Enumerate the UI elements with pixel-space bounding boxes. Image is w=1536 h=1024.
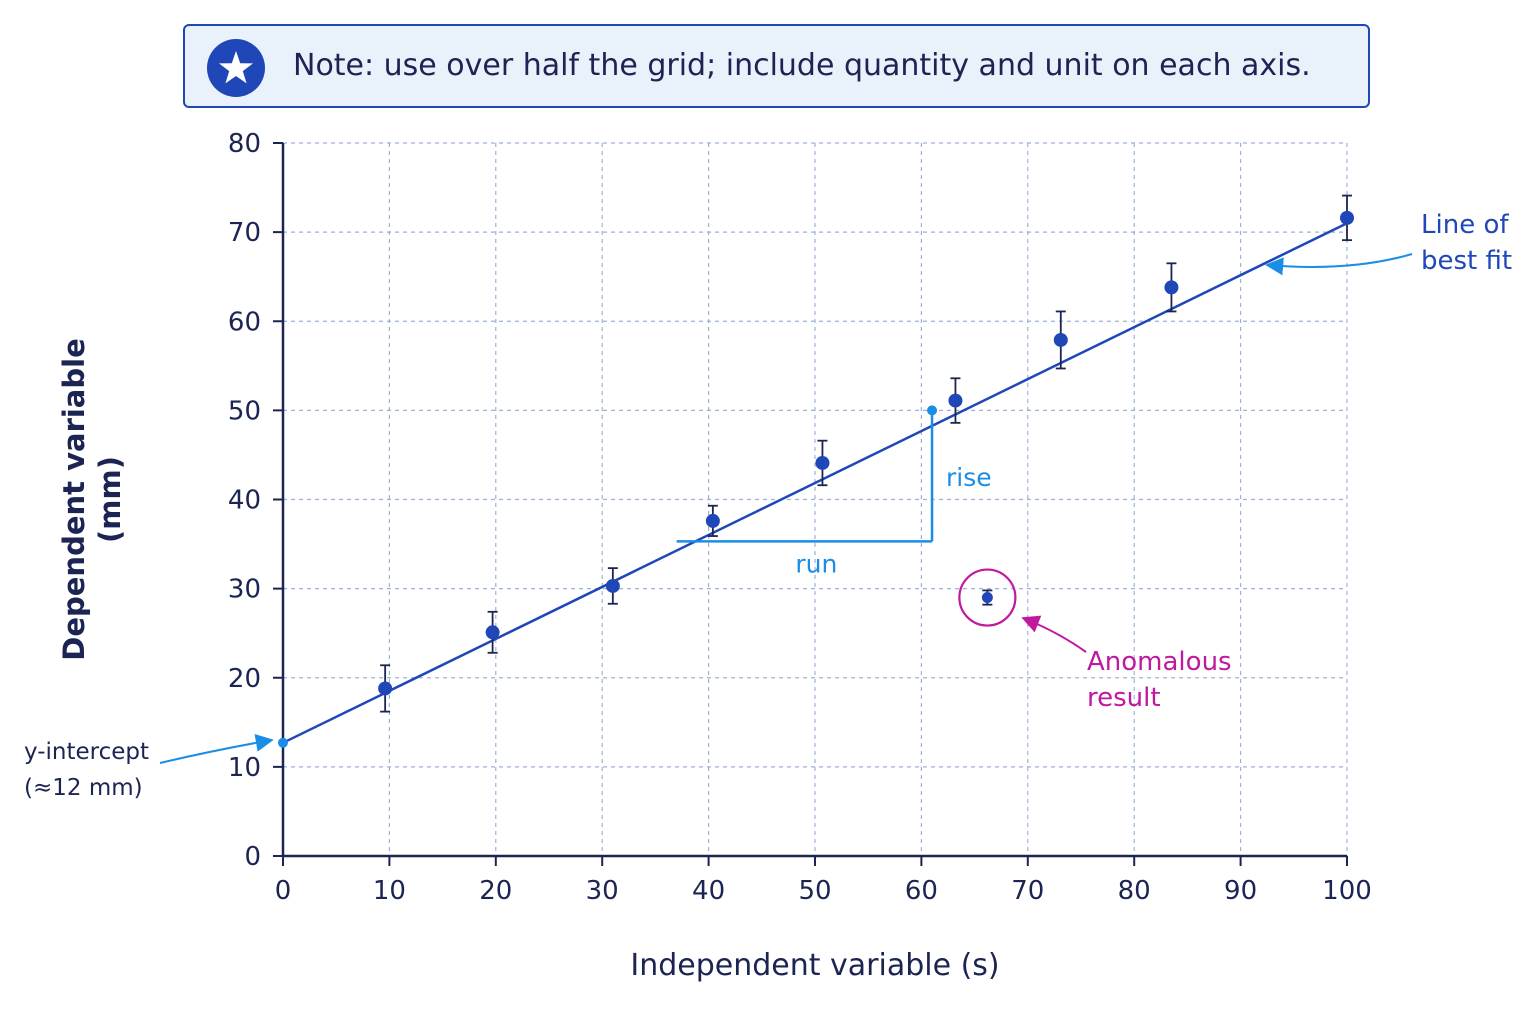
data-points bbox=[278, 194, 1354, 748]
triangle-vertex-point bbox=[927, 405, 938, 416]
x-tick-label: 70 bbox=[1011, 876, 1044, 906]
x-tick-label: 0 bbox=[275, 876, 292, 906]
y-tick-label: 40 bbox=[228, 486, 261, 516]
data-point bbox=[705, 513, 720, 528]
anomalous-point bbox=[981, 592, 993, 604]
star-icon bbox=[207, 39, 265, 97]
x-tick-label: 20 bbox=[479, 876, 512, 906]
best-fit-arrow bbox=[1265, 253, 1413, 276]
data-point bbox=[485, 625, 500, 640]
x-tick-label: 30 bbox=[586, 876, 619, 906]
y-tick-label: 0 bbox=[244, 842, 261, 872]
data-point bbox=[1053, 332, 1068, 347]
x-tick-label: 80 bbox=[1118, 876, 1151, 906]
x-tick-label: 40 bbox=[692, 876, 725, 906]
data-point bbox=[1164, 280, 1179, 295]
y-tick-label: 30 bbox=[228, 575, 261, 605]
y-tick-label: 70 bbox=[228, 218, 261, 248]
note-text: Note: use over half the grid; include qu… bbox=[293, 48, 1311, 83]
data-point bbox=[378, 681, 393, 696]
anomaly-label: result bbox=[1087, 683, 1161, 713]
best-fit-label: best fit bbox=[1421, 246, 1512, 276]
intercept-point bbox=[278, 737, 288, 748]
x-axis-label: Independent variable (s) bbox=[630, 948, 999, 983]
y-tick-label: 50 bbox=[228, 396, 261, 426]
y-axis-label-line: Dependent variable bbox=[57, 338, 91, 661]
data-point bbox=[948, 393, 963, 408]
data-point bbox=[605, 578, 620, 593]
intercept-label: y-intercept bbox=[24, 739, 149, 765]
y-tick-label: 80 bbox=[228, 129, 261, 159]
run-label: run bbox=[795, 549, 837, 578]
y-tick-label: 10 bbox=[228, 753, 261, 783]
y-axis-label: Dependent variable (mm) bbox=[57, 338, 127, 661]
best-fit-group: run rise bbox=[282, 222, 1348, 744]
rise-label: rise bbox=[946, 463, 992, 492]
best-fit-label: Line of bbox=[1421, 210, 1509, 240]
anomaly-arrow bbox=[1021, 615, 1087, 653]
axes: 0 10 20 30 40 50 60 70 80 90 100 0 10 20 30 40 50 60 70 80 I… bbox=[57, 129, 1372, 983]
anomaly-circle bbox=[958, 568, 1017, 627]
y-tick-label: 60 bbox=[228, 307, 261, 337]
best-fit-line bbox=[282, 222, 1348, 744]
y-tick-label: 20 bbox=[228, 664, 261, 694]
anomaly-label: Anomalous bbox=[1087, 647, 1232, 677]
data-point bbox=[1340, 210, 1354, 225]
data-point bbox=[815, 455, 830, 470]
x-tick-label: 50 bbox=[798, 876, 831, 906]
x-tick-label: 90 bbox=[1224, 876, 1257, 906]
intercept-label: (≈12 mm) bbox=[24, 775, 143, 801]
note-banner: Note: use over half the grid; include qu… bbox=[183, 24, 1370, 108]
grid bbox=[283, 142, 1348, 856]
annotations: Anomalous result Line of best fit y-intercep… bbox=[24, 210, 1512, 801]
y-axis-label-line: (mm) bbox=[93, 456, 127, 543]
intercept-arrow bbox=[159, 733, 274, 764]
x-tick-label: 100 bbox=[1322, 876, 1372, 906]
x-tick-label: 10 bbox=[373, 876, 406, 906]
x-tick-label: 60 bbox=[905, 876, 938, 906]
